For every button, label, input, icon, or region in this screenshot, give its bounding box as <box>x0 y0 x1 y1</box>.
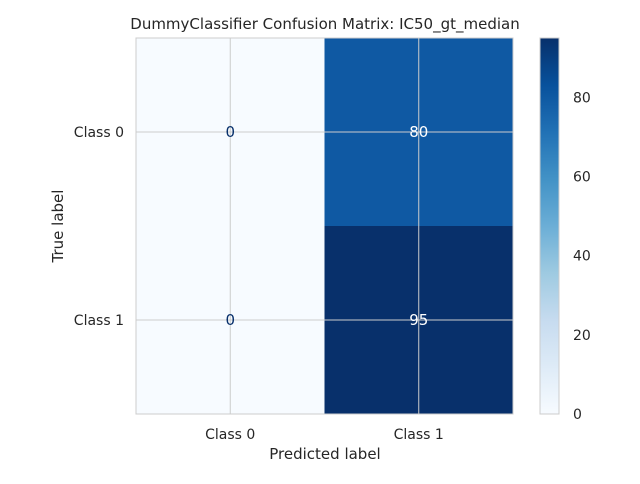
colorbar-ticks: 0 20 40 60 80 <box>573 90 591 423</box>
x-axis-ticks: Class 0 Class 1 <box>205 427 444 443</box>
cell-value-label: 80 <box>409 123 428 141</box>
cell-value-label: 0 <box>225 311 235 329</box>
colorbar-tick-label: 20 <box>573 328 591 344</box>
y-tick-label: Class 1 <box>74 313 124 329</box>
x-tick-label: Class 1 <box>394 427 444 443</box>
y-axis-ticks: Class 0 Class 1 <box>74 125 124 329</box>
grid-lines <box>136 38 513 414</box>
colorbar <box>539 37 560 415</box>
x-axis-label: Predicted label <box>269 445 380 463</box>
heatmap-cells <box>136 38 513 414</box>
cell-labels: 0 80 0 95 <box>225 123 428 329</box>
colorbar-tick-label: 0 <box>573 407 582 423</box>
y-axis-label: True label <box>49 190 67 264</box>
colorbar-tick-label: 80 <box>573 90 591 106</box>
y-tick-label: Class 0 <box>74 125 124 141</box>
chart-title: DummyClassifier Confusion Matrix: IC50_g… <box>130 15 519 34</box>
cell-value-label: 0 <box>225 123 235 141</box>
plot-frame <box>135 37 514 415</box>
colorbar-tick-label: 40 <box>573 249 591 265</box>
cell-value-label: 95 <box>409 311 428 329</box>
x-tick-label: Class 0 <box>205 427 255 443</box>
colorbar-tick-label: 60 <box>573 170 591 186</box>
